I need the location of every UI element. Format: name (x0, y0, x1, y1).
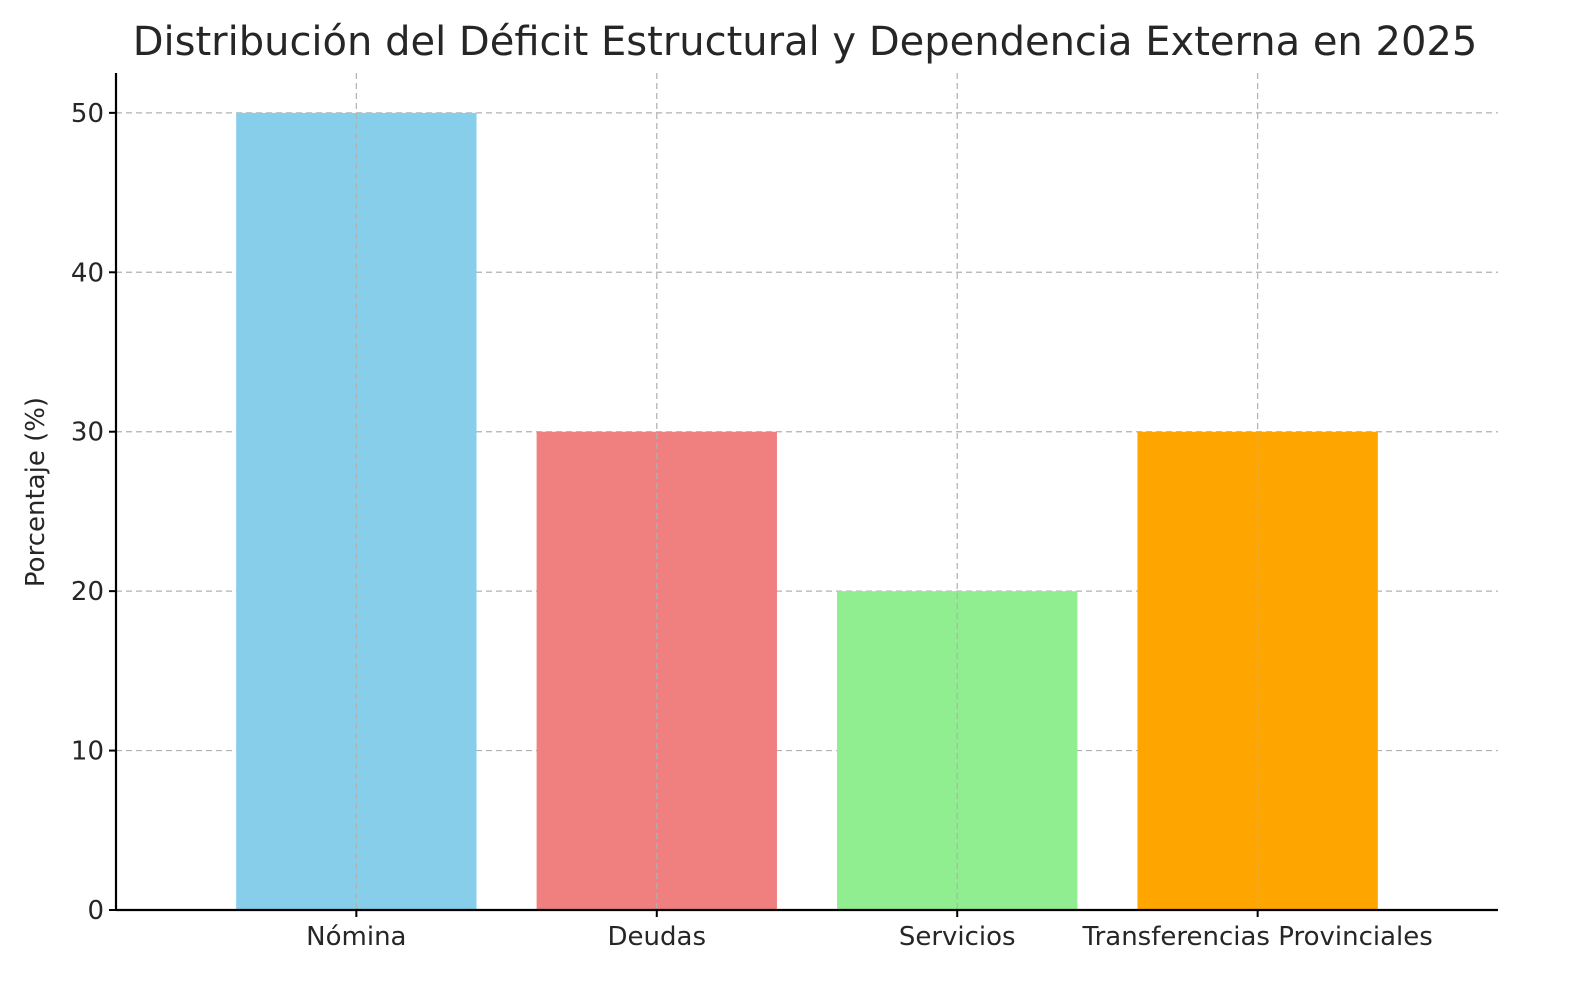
y-tick-label: 0 (87, 896, 104, 926)
y-tick-label: 50 (71, 99, 104, 129)
bars (236, 112, 1378, 911)
bar-4 (1137, 431, 1378, 910)
x-tick-label: Transferencias Provinciales (1082, 922, 1433, 952)
vertical-grid-lines (355, 73, 1259, 910)
y-tick-label: 20 (71, 577, 104, 607)
y-tick-label: 30 (71, 418, 104, 448)
x-tick-label: Deudas (608, 922, 706, 952)
tick-labels: 0 10 20 30 40 50 Nómina Deudas Servicios Transfer… (71, 99, 1433, 952)
bar-2 (536, 431, 777, 910)
x-tick-label: Nómina (306, 922, 406, 952)
y-tick-label: 10 (71, 737, 104, 767)
y-tick-label: 40 (71, 258, 104, 288)
chart-title: Distribución del Déficit Estructural y D… (133, 19, 1478, 65)
axes (109, 73, 1498, 917)
y-axis-label: Porcentaje (%) (21, 397, 51, 587)
x-tick-label: Servicios (899, 922, 1016, 952)
bar-1 (236, 112, 477, 911)
